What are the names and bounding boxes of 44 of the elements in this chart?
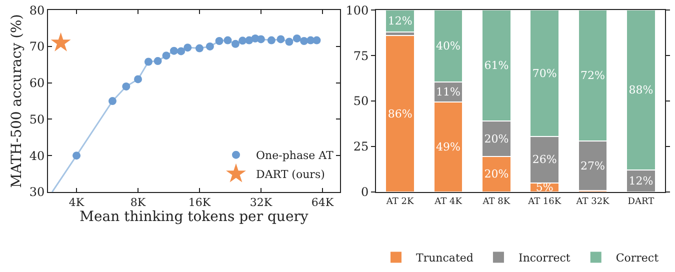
legend-label: DART (ours) (256, 168, 325, 182)
data-label: 12% (628, 174, 654, 188)
data-label: 27% (580, 159, 605, 172)
data-label: 11% (436, 86, 460, 99)
x-tick-label: AT 4K (434, 196, 462, 207)
data-label: 72% (580, 69, 605, 82)
legend-label: Truncated (416, 252, 474, 265)
x-tick-label: AT 2K (385, 196, 414, 207)
data-label: 88% (628, 84, 654, 97)
x-tick-label: AT 32K (575, 196, 610, 207)
data-label: 40% (436, 40, 460, 53)
x-tick-label: DART (628, 196, 654, 207)
y-tick-label: 25 (353, 140, 369, 154)
data-label: 61% (484, 59, 509, 72)
x-tick-label: 32K (250, 196, 273, 210)
data-label: 20% (484, 132, 509, 146)
y-tick-label: 50 (29, 112, 45, 126)
y-tick-label: 0 (360, 185, 369, 200)
data-label: 86% (388, 107, 412, 120)
x-axis-title: Mean thinking tokens per query (80, 209, 308, 226)
x-tick-label: 64K (311, 196, 334, 210)
y-axis-title: MATH-500 accuracy (%) (8, 14, 25, 188)
y-tick-label: 30 (29, 185, 45, 200)
legend-label: Correct (616, 252, 660, 265)
data-label: 49% (436, 140, 460, 154)
bar (385, 35, 416, 192)
x-tick-label: 4K (68, 196, 85, 210)
y-tick-label: 60 (29, 76, 45, 90)
data-label: 20% (484, 168, 509, 181)
data-label: 70% (532, 66, 557, 80)
y-tick-label: 80 (29, 3, 45, 18)
y-tick-label: 100 (346, 3, 369, 18)
y-tick-label: 75 (353, 48, 369, 63)
x-tick-label: AT 8K (482, 196, 510, 207)
y-tick-label: 50 (353, 94, 369, 108)
legend-label: Incorrect (518, 252, 571, 265)
x-tick-label: 8K (130, 196, 146, 210)
x-tick-label: 16K (188, 196, 212, 210)
data-label: 26% (532, 153, 557, 166)
data-label: 12% (388, 14, 412, 28)
x-tick-label: AT 16K (527, 196, 562, 207)
legend-label: One-phase AT (256, 149, 334, 162)
y-tick-label: 70 (29, 40, 45, 54)
y-tick-label: 40 (29, 148, 45, 163)
